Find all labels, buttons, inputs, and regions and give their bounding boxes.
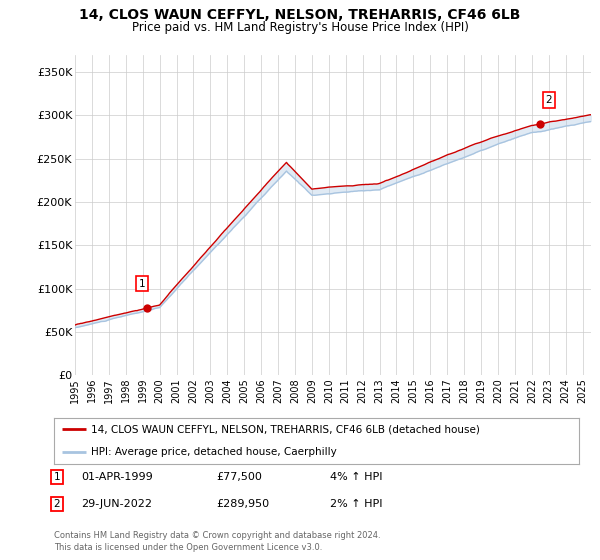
Text: Price paid vs. HM Land Registry's House Price Index (HPI): Price paid vs. HM Land Registry's House …: [131, 21, 469, 34]
Text: 1: 1: [139, 279, 145, 289]
Text: 2: 2: [545, 95, 552, 105]
Text: 4% ↑ HPI: 4% ↑ HPI: [330, 472, 383, 482]
Text: HPI: Average price, detached house, Caerphilly: HPI: Average price, detached house, Caer…: [91, 447, 337, 457]
Text: 1: 1: [53, 472, 61, 482]
Text: 14, CLOS WAUN CEFFYL, NELSON, TREHARRIS, CF46 6LB (detached house): 14, CLOS WAUN CEFFYL, NELSON, TREHARRIS,…: [91, 424, 479, 434]
Text: 2: 2: [53, 499, 61, 509]
Text: £77,500: £77,500: [216, 472, 262, 482]
Text: 01-APR-1999: 01-APR-1999: [81, 472, 153, 482]
Text: 2% ↑ HPI: 2% ↑ HPI: [330, 499, 383, 509]
Text: 14, CLOS WAUN CEFFYL, NELSON, TREHARRIS, CF46 6LB: 14, CLOS WAUN CEFFYL, NELSON, TREHARRIS,…: [79, 8, 521, 22]
Text: 29-JUN-2022: 29-JUN-2022: [81, 499, 152, 509]
Text: Contains HM Land Registry data © Crown copyright and database right 2024.
This d: Contains HM Land Registry data © Crown c…: [54, 531, 380, 552]
Text: £289,950: £289,950: [216, 499, 269, 509]
